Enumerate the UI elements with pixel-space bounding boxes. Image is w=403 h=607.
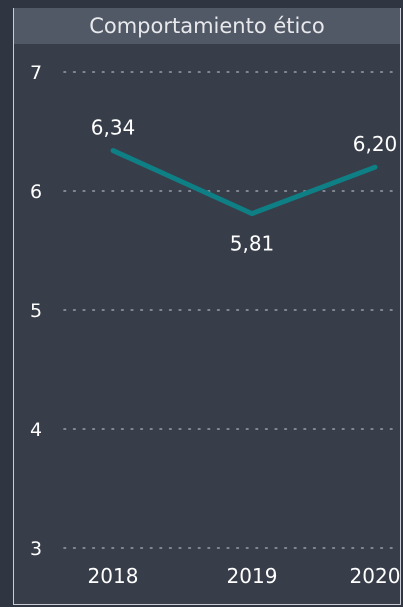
data-label-2020: 6,20 bbox=[353, 132, 398, 156]
chart-panel: Comportamiento ético 3 4 5 6 7 2018 2019 2020 … bbox=[13, 8, 401, 605]
x-axis: 2018 2019 2020 bbox=[88, 564, 400, 588]
y-tick-label-6: 6 bbox=[30, 181, 42, 203]
y-axis: 3 4 5 6 7 bbox=[30, 62, 42, 560]
x-tick-label-2020: 2020 bbox=[350, 564, 400, 588]
y-tick-label-7: 7 bbox=[30, 62, 42, 84]
line-chart: 3 4 5 6 7 2018 2019 2020 6,34 5,81 6,20 bbox=[30, 62, 400, 588]
data-labels: 6,34 5,81 6,20 bbox=[91, 116, 398, 256]
x-tick-label-2018: 2018 bbox=[88, 564, 139, 588]
y-tick-label-4: 4 bbox=[30, 419, 42, 441]
y-tick-label-5: 5 bbox=[30, 300, 42, 322]
chart-title: Comportamiento ético bbox=[14, 8, 400, 44]
data-label-2018: 6,34 bbox=[91, 116, 136, 140]
data-label-2019: 5,81 bbox=[230, 232, 275, 256]
x-tick-label-2019: 2019 bbox=[227, 564, 278, 588]
y-tick-label-3: 3 bbox=[30, 538, 42, 560]
gridlines bbox=[63, 71, 399, 549]
series-line bbox=[110, 148, 378, 217]
series-layer bbox=[110, 148, 378, 217]
